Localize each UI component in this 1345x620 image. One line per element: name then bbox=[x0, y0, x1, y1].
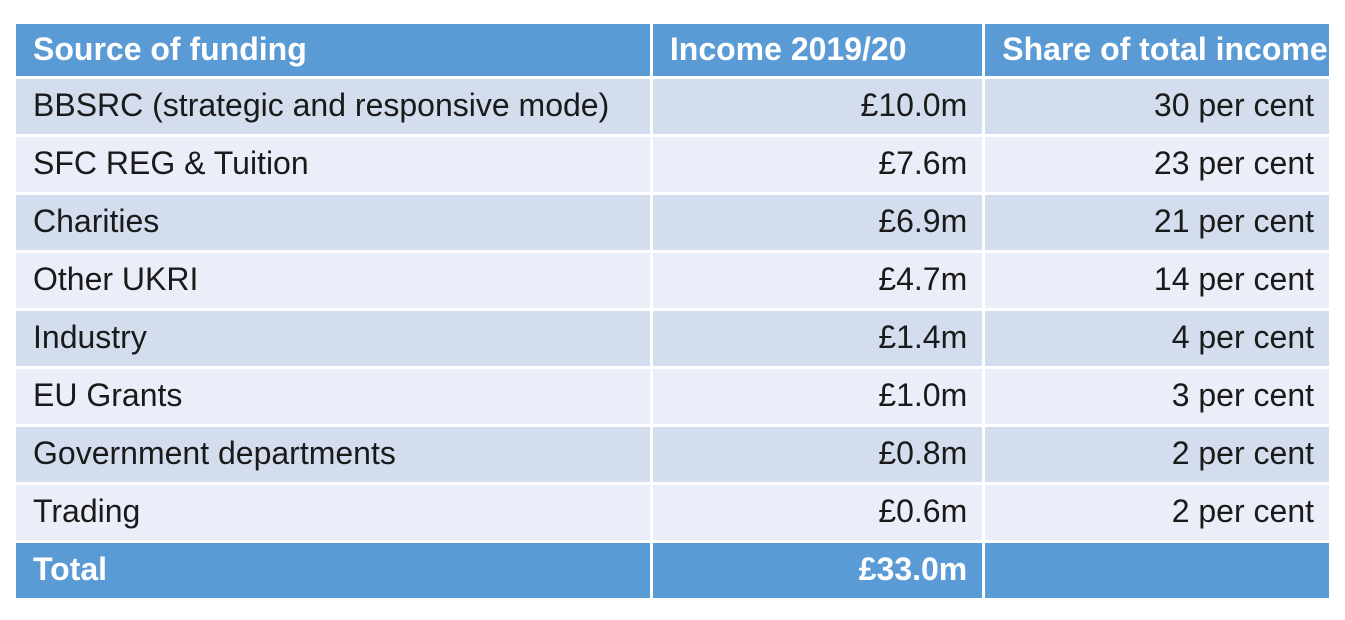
share-cell: 2 per cent bbox=[985, 427, 1329, 482]
total-row: Total £33.0m bbox=[16, 543, 1329, 598]
share-cell: 30 per cent bbox=[985, 79, 1329, 134]
table-row: Trading £0.6m 2 per cent bbox=[16, 485, 1329, 540]
table-row: Government departments £0.8m 2 per cent bbox=[16, 427, 1329, 482]
table-row: Charities £6.9m 21 per cent bbox=[16, 195, 1329, 250]
source-cell: BBSRC (strategic and responsive mode) bbox=[16, 79, 650, 134]
income-cell: £10.0m bbox=[652, 79, 983, 134]
share-cell: 21 per cent bbox=[985, 195, 1329, 250]
source-cell: Industry bbox=[16, 311, 650, 366]
source-cell: Government departments bbox=[16, 427, 650, 482]
table-row: EU Grants £1.0m 3 per cent bbox=[16, 369, 1329, 424]
table-row: Other UKRI £4.7m 14 per cent bbox=[16, 253, 1329, 308]
income-cell: £0.8m bbox=[652, 427, 983, 482]
header-source-of-funding: Source of funding bbox=[16, 24, 650, 76]
income-cell: £7.6m bbox=[652, 137, 983, 192]
header-row: Source of funding Income 2019/20 Share o… bbox=[16, 24, 1329, 76]
header-income-2019-20: Income 2019/20 bbox=[652, 24, 983, 76]
source-cell: Charities bbox=[16, 195, 650, 250]
source-cell: Other UKRI bbox=[16, 253, 650, 308]
income-cell: £1.0m bbox=[652, 369, 983, 424]
header-share-of-total-income: Share of total income bbox=[985, 24, 1329, 76]
income-cell: £1.4m bbox=[652, 311, 983, 366]
total-share-cell bbox=[985, 543, 1329, 598]
income-cell: £4.7m bbox=[652, 253, 983, 308]
income-cell: £6.9m bbox=[652, 195, 983, 250]
share-cell: 23 per cent bbox=[985, 137, 1329, 192]
table-row: BBSRC (strategic and responsive mode) £1… bbox=[16, 79, 1329, 134]
total-income-cell: £33.0m bbox=[652, 543, 983, 598]
share-cell: 14 per cent bbox=[985, 253, 1329, 308]
share-cell: 4 per cent bbox=[985, 311, 1329, 366]
total-label-cell: Total bbox=[16, 543, 650, 598]
table-row: SFC REG & Tuition £7.6m 23 per cent bbox=[16, 137, 1329, 192]
share-cell: 2 per cent bbox=[985, 485, 1329, 540]
source-cell: EU Grants bbox=[16, 369, 650, 424]
income-cell: £0.6m bbox=[652, 485, 983, 540]
source-cell: SFC REG & Tuition bbox=[16, 137, 650, 192]
table-row: Industry £1.4m 4 per cent bbox=[16, 311, 1329, 366]
funding-table: Source of funding Income 2019/20 Share o… bbox=[13, 21, 1332, 601]
share-cell: 3 per cent bbox=[985, 369, 1329, 424]
source-cell: Trading bbox=[16, 485, 650, 540]
